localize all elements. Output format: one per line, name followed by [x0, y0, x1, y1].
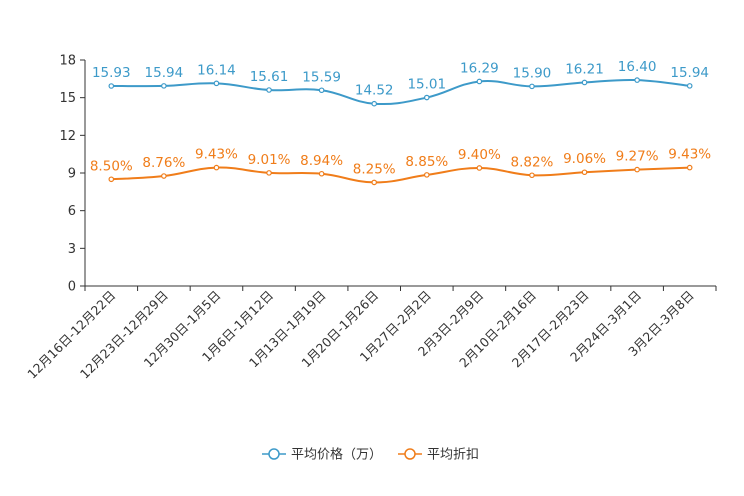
data-point[interactable]	[529, 83, 535, 90]
series-line	[111, 166, 690, 184]
data-label: 15.59	[302, 69, 341, 85]
data-point[interactable]	[266, 170, 272, 176]
data-label: 16.21	[565, 61, 604, 77]
data-point[interactable]	[318, 170, 325, 177]
data-label: 8.50%	[90, 158, 133, 174]
data-label: 15.61	[250, 69, 289, 85]
data-point[interactable]	[423, 94, 430, 101]
data-point[interactable]	[108, 176, 115, 183]
data-label: 8.82%	[511, 154, 554, 170]
data-point[interactable]	[581, 169, 588, 176]
data-label: 9.40%	[458, 147, 501, 163]
series-line	[111, 78, 690, 106]
data-point[interactable]	[476, 165, 483, 171]
data-label: 15.94	[670, 65, 709, 81]
data-label: 9.01%	[248, 152, 291, 168]
x-tick-label: 12月16日-12月22日	[24, 288, 118, 382]
data-label: 9.06%	[563, 151, 606, 167]
data-point[interactable]	[686, 83, 693, 89]
data-point[interactable]	[161, 83, 167, 89]
data-point[interactable]	[108, 83, 115, 89]
x-axis: 12月16日-12月22日12月23日-12月29日12月30日-1月5日1月6…	[24, 285, 717, 382]
data-label: 15.94	[145, 65, 184, 81]
data-label: 9.27%	[616, 149, 659, 165]
data-point[interactable]	[213, 80, 220, 87]
data-label: 15.93	[92, 65, 131, 81]
legend-label: 平均折扣	[427, 448, 479, 463]
data-point[interactable]	[371, 100, 378, 107]
legend: 平均价格（万） 平均折扣	[262, 447, 479, 463]
series-2: 8.50% 8.76% 9.43% 9.01% 8.94% 8.25% 8.85% 9.40%…	[90, 147, 711, 186]
data-label: 9.43%	[668, 147, 711, 163]
y-tick-label: 6	[68, 204, 76, 219]
legend-item-1[interactable]: 平均价格（万）	[262, 447, 382, 463]
y-tick-label: 9	[68, 167, 76, 182]
data-point[interactable]	[476, 78, 483, 85]
data-label: 15.90	[513, 65, 552, 81]
data-label: 15.01	[407, 77, 446, 93]
data-point[interactable]	[634, 166, 640, 173]
data-label: 9.43%	[195, 147, 238, 163]
data-point[interactable]	[423, 172, 430, 178]
data-point[interactable]	[634, 77, 640, 83]
data-point[interactable]	[581, 79, 588, 86]
data-point[interactable]	[213, 164, 220, 171]
x-tick-label: 12月23日-12月29日	[77, 288, 171, 382]
data-label: 16.29	[460, 60, 499, 76]
data-point[interactable]	[686, 164, 693, 171]
data-point[interactable]	[318, 87, 325, 94]
data-label: 8.85%	[405, 154, 448, 170]
y-tick-label: 15	[59, 91, 76, 106]
data-point[interactable]	[266, 87, 272, 93]
y-tick-label: 12	[59, 129, 76, 144]
y-tick-label: 0	[68, 280, 76, 295]
data-label: 14.52	[355, 83, 394, 99]
legend-label: 平均价格（万）	[291, 447, 382, 463]
data-label: 16.14	[197, 62, 236, 78]
y-tick-label: 3	[68, 242, 76, 257]
data-label: 8.94%	[300, 153, 343, 169]
y-tick-label: 18	[59, 54, 76, 69]
series-1: 15.93 15.94 16.14 15.61 15.59 14.52 15.01 16.29…	[92, 59, 709, 107]
data-point[interactable]	[371, 179, 378, 186]
data-label: 16.40	[618, 59, 657, 75]
data-point[interactable]	[161, 173, 167, 179]
data-point[interactable]	[529, 172, 535, 179]
legend-marker-icon	[404, 448, 416, 460]
legend-marker-icon	[268, 448, 280, 460]
y-axis: 0 3 6 9 12 15 18	[59, 54, 86, 295]
series-layer: 15.93 15.94 16.14 15.61 15.59 14.52 15.01 16.29…	[90, 59, 711, 186]
data-label: 8.76%	[142, 155, 185, 171]
data-label: 8.25%	[353, 161, 396, 177]
legend-item-2[interactable]: 平均折扣	[398, 448, 479, 463]
